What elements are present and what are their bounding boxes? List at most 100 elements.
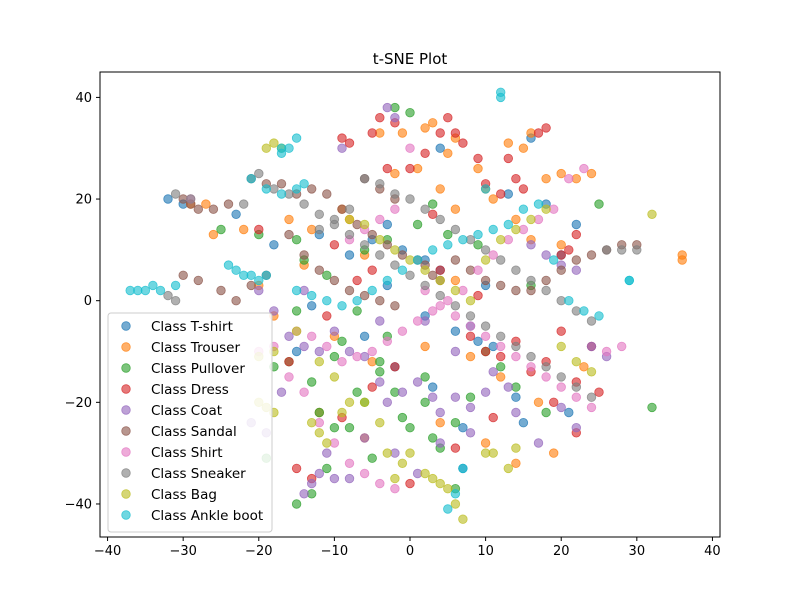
data-point xyxy=(571,423,582,433)
data-point xyxy=(586,367,597,377)
data-point xyxy=(291,184,302,194)
data-point xyxy=(450,275,461,286)
data-point xyxy=(443,484,453,494)
data-point xyxy=(511,173,521,184)
data-point xyxy=(254,168,264,179)
data-point xyxy=(405,163,415,174)
data-point xyxy=(307,301,317,311)
data-point xyxy=(314,346,325,357)
data-point xyxy=(518,184,529,194)
data-point xyxy=(299,341,309,352)
data-point xyxy=(344,250,355,260)
data-point xyxy=(276,148,287,159)
data-point xyxy=(397,458,408,469)
legend-marker xyxy=(121,405,131,415)
data-point xyxy=(435,438,445,448)
data-point xyxy=(420,204,430,214)
data-point xyxy=(503,463,514,474)
data-point xyxy=(291,346,302,357)
data-point xyxy=(208,229,219,240)
data-point xyxy=(352,275,362,286)
data-point xyxy=(443,112,453,123)
data-point xyxy=(556,326,566,336)
data-point xyxy=(549,255,559,265)
data-point xyxy=(458,463,468,474)
data-point xyxy=(344,397,355,408)
data-point xyxy=(480,245,491,255)
data-point xyxy=(352,306,362,316)
data-point xyxy=(450,285,461,296)
data-point xyxy=(337,301,347,311)
data-point xyxy=(314,265,325,275)
data-point xyxy=(503,382,514,392)
data-point xyxy=(208,204,219,214)
scatter-points xyxy=(125,87,687,524)
data-point xyxy=(269,306,279,316)
data-point xyxy=(155,285,166,296)
data-point xyxy=(231,209,241,220)
legend-marker xyxy=(121,384,131,394)
data-point xyxy=(473,163,483,174)
data-point xyxy=(397,412,408,423)
data-point xyxy=(594,199,604,209)
data-point xyxy=(458,423,468,433)
data-point xyxy=(488,367,498,377)
data-point xyxy=(428,270,438,281)
data-point xyxy=(435,214,445,225)
y-tick-label: 40 xyxy=(75,91,92,106)
data-point xyxy=(420,468,430,479)
data-point xyxy=(390,168,400,179)
data-point xyxy=(556,265,566,275)
data-point xyxy=(322,270,332,281)
data-point xyxy=(170,189,181,199)
data-point xyxy=(397,387,408,397)
data-point xyxy=(322,448,332,458)
data-point xyxy=(473,229,483,240)
data-point xyxy=(359,173,370,184)
data-point xyxy=(435,143,445,153)
data-point xyxy=(367,453,377,463)
data-point xyxy=(511,285,521,296)
data-point xyxy=(450,326,461,336)
data-point xyxy=(405,270,415,281)
data-point xyxy=(465,296,476,306)
data-point xyxy=(216,285,226,296)
data-point xyxy=(473,290,483,301)
y-tick-label: −20 xyxy=(65,396,92,411)
series-class-pullover xyxy=(216,102,657,509)
data-point xyxy=(549,397,559,408)
data-point xyxy=(586,392,597,402)
data-point xyxy=(511,351,521,362)
data-point xyxy=(261,184,272,194)
data-point xyxy=(435,407,445,418)
data-point xyxy=(541,204,551,214)
data-point xyxy=(488,250,498,260)
data-point xyxy=(344,204,355,214)
data-point xyxy=(450,311,461,321)
data-point xyxy=(352,351,362,362)
data-point xyxy=(526,362,536,372)
data-point xyxy=(344,214,355,225)
legend-marker xyxy=(121,342,131,352)
data-point xyxy=(322,296,332,306)
data-point xyxy=(586,168,597,179)
data-point xyxy=(337,357,347,367)
data-point xyxy=(412,377,423,387)
data-point xyxy=(246,270,256,281)
data-point xyxy=(518,143,529,153)
series-class-dress xyxy=(254,112,604,489)
legend-label: Class Dress xyxy=(151,382,229,398)
x-tick-label: 0 xyxy=(406,544,414,559)
data-point xyxy=(571,229,582,240)
data-point xyxy=(511,458,521,469)
data-point xyxy=(223,199,234,209)
data-point xyxy=(549,448,559,458)
data-point xyxy=(450,489,461,499)
data-point xyxy=(526,285,536,296)
data-point xyxy=(329,372,340,382)
data-point xyxy=(647,402,657,413)
data-point xyxy=(390,362,400,372)
data-point xyxy=(359,219,370,230)
data-point xyxy=(617,245,627,255)
